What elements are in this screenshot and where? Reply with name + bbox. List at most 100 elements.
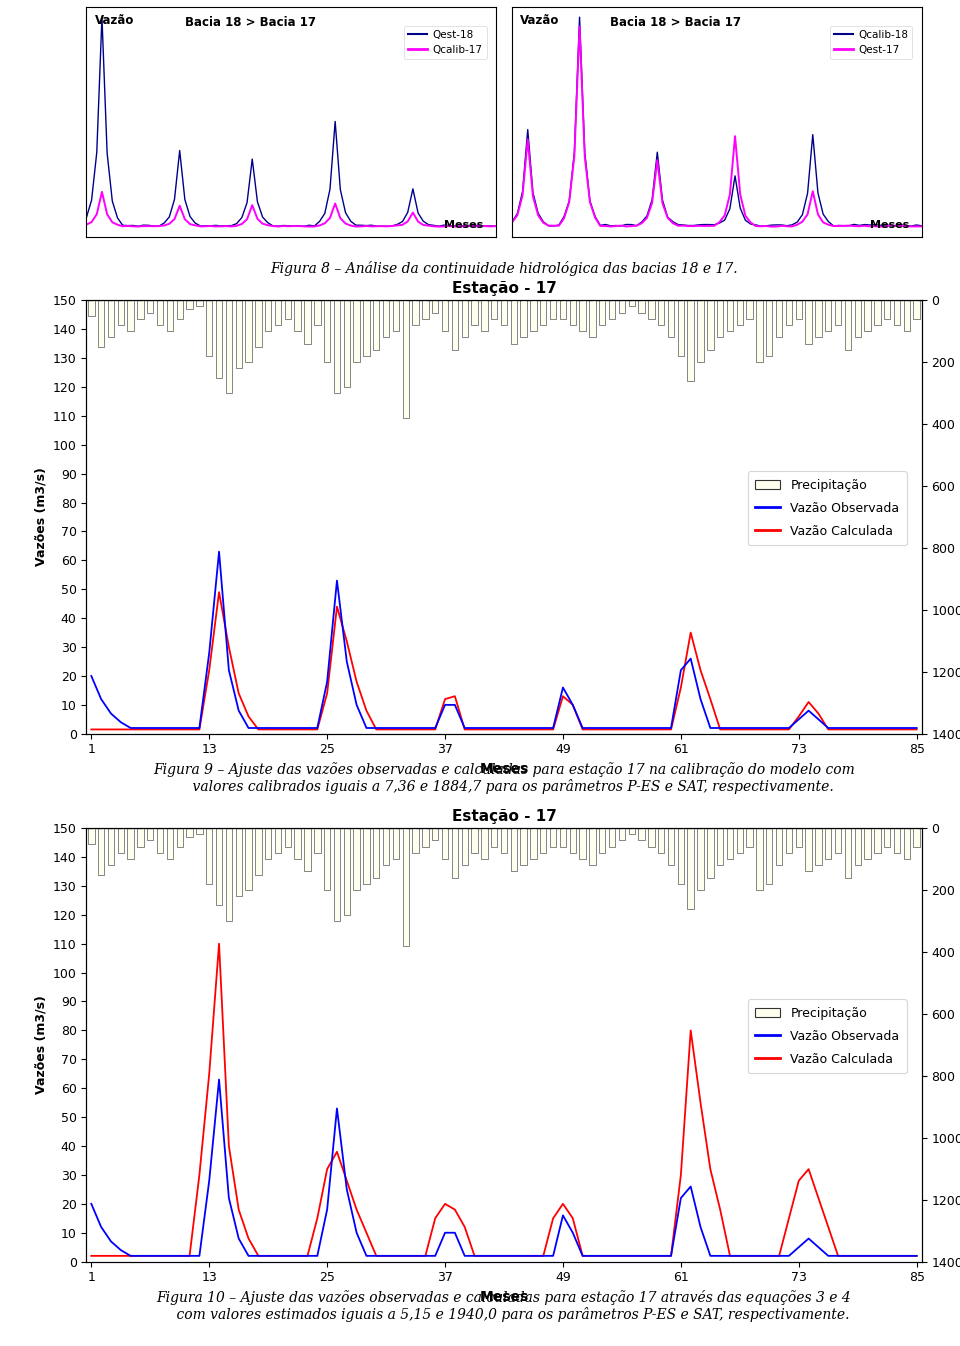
Bar (835, 828, 841, 853)
Bar (137, 828, 144, 847)
Bar (373, 828, 379, 878)
Bar (147, 828, 154, 840)
Bar (196, 300, 203, 307)
Bar (324, 300, 330, 362)
Bar (334, 300, 340, 393)
Bar (580, 828, 586, 859)
Bar (373, 300, 379, 350)
Bar (756, 300, 762, 362)
Bar (451, 300, 458, 350)
Bar (314, 828, 321, 853)
Bar (275, 828, 281, 853)
Bar (884, 300, 891, 319)
Bar (864, 300, 871, 331)
Bar (147, 300, 154, 312)
Bar (314, 300, 321, 324)
Bar (304, 300, 311, 343)
Bar (589, 300, 595, 338)
Bar (825, 828, 831, 859)
Bar (167, 828, 173, 859)
Bar (766, 828, 773, 884)
Bar (717, 828, 724, 865)
Y-axis label: Vazões (m3/s): Vazões (m3/s) (35, 467, 47, 567)
Bar (708, 300, 713, 350)
Bar (344, 828, 350, 915)
Bar (451, 828, 458, 878)
Bar (796, 828, 802, 847)
Bar (481, 300, 488, 331)
Bar (156, 828, 163, 853)
Bar (246, 300, 252, 362)
Bar (265, 828, 272, 859)
Bar (422, 300, 428, 319)
Bar (98, 300, 105, 347)
Bar (776, 300, 782, 338)
Bar (137, 300, 144, 319)
Text: Meses: Meses (870, 221, 909, 230)
Bar (501, 828, 507, 853)
Bar (216, 828, 223, 906)
Bar (284, 300, 291, 319)
Bar (805, 300, 812, 343)
Bar (186, 300, 193, 310)
Legend: Precipitação, Vazão Observada, Vazão Calculada: Precipitação, Vazão Observada, Vazão Cal… (748, 999, 907, 1073)
Bar (226, 300, 232, 393)
Bar (875, 828, 880, 853)
Bar (88, 300, 94, 316)
Bar (776, 828, 782, 865)
Bar (560, 300, 566, 319)
Bar (186, 828, 193, 837)
Bar (894, 300, 900, 324)
Bar (462, 300, 468, 338)
Bar (903, 300, 910, 331)
Bar (835, 300, 841, 324)
Bar (796, 300, 802, 319)
Bar (481, 828, 488, 859)
Bar (854, 300, 861, 338)
Bar (511, 300, 517, 343)
X-axis label: Meses: Meses (479, 1289, 529, 1304)
Bar (550, 828, 557, 847)
Bar (442, 828, 448, 859)
Bar (108, 828, 114, 865)
Bar (785, 300, 792, 324)
Legend: Qcalib-18, Qest-17: Qcalib-18, Qest-17 (830, 26, 912, 59)
Text: Meses: Meses (444, 221, 484, 230)
Bar (511, 828, 517, 871)
Legend: Qest-18, Qcalib-17: Qest-18, Qcalib-17 (404, 26, 487, 59)
Bar (599, 828, 606, 853)
Bar (383, 828, 390, 865)
Bar (618, 300, 625, 312)
Bar (914, 828, 920, 847)
Bar (383, 300, 390, 338)
Bar (569, 828, 576, 853)
Bar (530, 828, 537, 859)
Bar (393, 300, 399, 331)
Bar (678, 828, 684, 884)
Bar (638, 828, 645, 840)
Bar (491, 300, 497, 319)
Bar (717, 300, 724, 338)
Bar (88, 828, 94, 844)
Bar (894, 828, 900, 853)
Text: Figura 9 – Ajuste das vazões observadas e calculadas para estação 17 na calibraç: Figura 9 – Ajuste das vazões observadas … (154, 762, 854, 794)
Bar (550, 300, 557, 319)
Bar (295, 828, 300, 859)
Bar (284, 828, 291, 847)
Bar (805, 828, 812, 871)
Bar (530, 300, 537, 331)
Bar (629, 300, 635, 307)
Bar (569, 300, 576, 324)
Bar (324, 828, 330, 890)
Bar (914, 300, 920, 319)
Bar (363, 300, 370, 355)
Bar (246, 828, 252, 890)
Bar (353, 828, 360, 890)
Bar (275, 300, 281, 324)
Bar (609, 300, 615, 319)
Bar (98, 828, 105, 875)
Bar (255, 300, 261, 347)
Bar (727, 828, 733, 859)
Text: Vazão: Vazão (520, 13, 560, 27)
Bar (206, 300, 212, 355)
